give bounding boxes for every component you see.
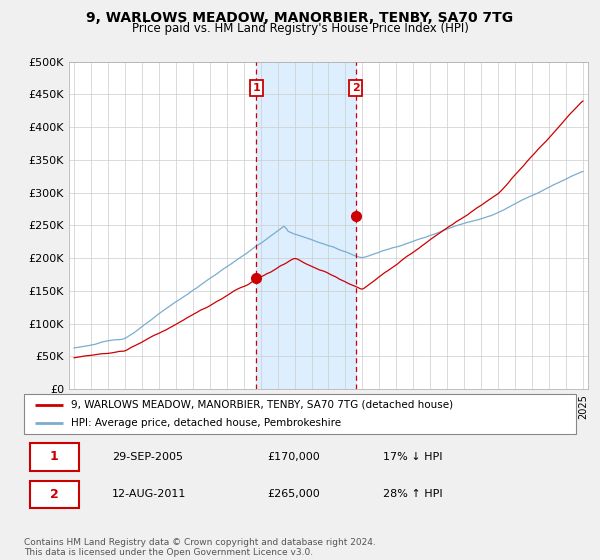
FancyBboxPatch shape xyxy=(24,394,576,434)
Text: 12-AUG-2011: 12-AUG-2011 xyxy=(112,489,187,500)
FancyBboxPatch shape xyxy=(29,444,79,470)
Text: 29-SEP-2005: 29-SEP-2005 xyxy=(112,452,184,462)
Bar xyxy=(256,62,356,389)
FancyBboxPatch shape xyxy=(29,481,79,508)
Text: 1: 1 xyxy=(50,450,59,464)
Text: 9, WARLOWS MEADOW, MANORBIER, TENBY, SA70 7TG: 9, WARLOWS MEADOW, MANORBIER, TENBY, SA7… xyxy=(86,11,514,25)
Text: HPI: Average price, detached house, Pembrokeshire: HPI: Average price, detached house, Pemb… xyxy=(71,418,341,428)
Text: Price paid vs. HM Land Registry's House Price Index (HPI): Price paid vs. HM Land Registry's House … xyxy=(131,22,469,35)
Text: Contains HM Land Registry data © Crown copyright and database right 2024.
This d: Contains HM Land Registry data © Crown c… xyxy=(24,538,376,557)
Text: £265,000: £265,000 xyxy=(267,489,320,500)
Text: £170,000: £170,000 xyxy=(267,452,320,462)
Text: 2: 2 xyxy=(50,488,59,501)
Text: 17% ↓ HPI: 17% ↓ HPI xyxy=(383,452,442,462)
Text: 1: 1 xyxy=(253,83,260,93)
Text: 28% ↑ HPI: 28% ↑ HPI xyxy=(383,489,442,500)
Text: 9, WARLOWS MEADOW, MANORBIER, TENBY, SA70 7TG (detached house): 9, WARLOWS MEADOW, MANORBIER, TENBY, SA7… xyxy=(71,400,453,409)
Text: 2: 2 xyxy=(352,83,359,93)
